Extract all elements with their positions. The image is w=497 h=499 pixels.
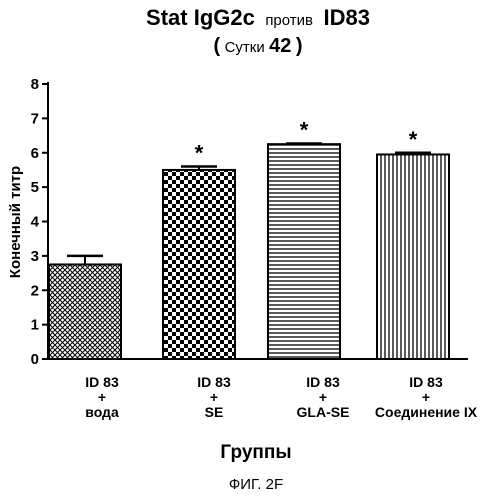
x-category-label-line2: + [210, 389, 218, 405]
x-category-label-line3: SE [205, 404, 224, 420]
y-tick-label: 4 [31, 214, 40, 231]
x-category-label-line3: вода [85, 404, 119, 420]
x-category-label-line1: ID 83 [197, 374, 231, 390]
title-main: Stat IgG2c [146, 5, 255, 30]
x-category-label-line2: + [319, 389, 327, 405]
y-tick-label: 3 [31, 248, 39, 265]
x-category-label-line1: ID 83 [85, 374, 119, 390]
y-tick-label: 2 [31, 282, 39, 299]
y-tick-label: 6 [31, 145, 39, 162]
chart-title: Stat IgG2c против ID83 [146, 5, 370, 30]
subtitle-num: 42 [269, 35, 291, 57]
significance-marker: * [300, 117, 309, 142]
bar [377, 154, 449, 359]
y-tick-label: 1 [31, 317, 39, 334]
y-axis-label: Конечный титр [7, 166, 24, 278]
y-tick-label: 8 [31, 76, 39, 93]
bar [268, 144, 340, 359]
y-tick-label: 0 [31, 351, 39, 368]
x-category-label-line1: ID 83 [409, 374, 443, 390]
subtitle-close: ) [296, 35, 303, 57]
significance-marker: * [409, 127, 418, 152]
x-category-label-line3: GLA-SE [297, 404, 350, 420]
x-axis-label: Группы [220, 442, 291, 463]
bar [49, 264, 121, 359]
title-end: ID83 [323, 5, 369, 30]
x-category-label-line3: Соединение IX [375, 404, 478, 420]
title-mid: против [265, 12, 313, 29]
x-category-label-line2: + [422, 389, 430, 405]
bar [163, 170, 235, 359]
y-tick-label: 5 [31, 179, 39, 196]
significance-marker: * [195, 141, 204, 166]
figure-caption: ФИГ. 2F [229, 476, 283, 493]
chart-subtitle: ( Сутки 42 ) [213, 35, 302, 57]
subtitle-word: Сутки [225, 39, 265, 56]
x-category-label-line1: ID 83 [306, 374, 340, 390]
y-tick-label: 7 [31, 110, 39, 127]
subtitle-open: ( [213, 35, 220, 57]
x-category-label-line2: + [98, 389, 106, 405]
